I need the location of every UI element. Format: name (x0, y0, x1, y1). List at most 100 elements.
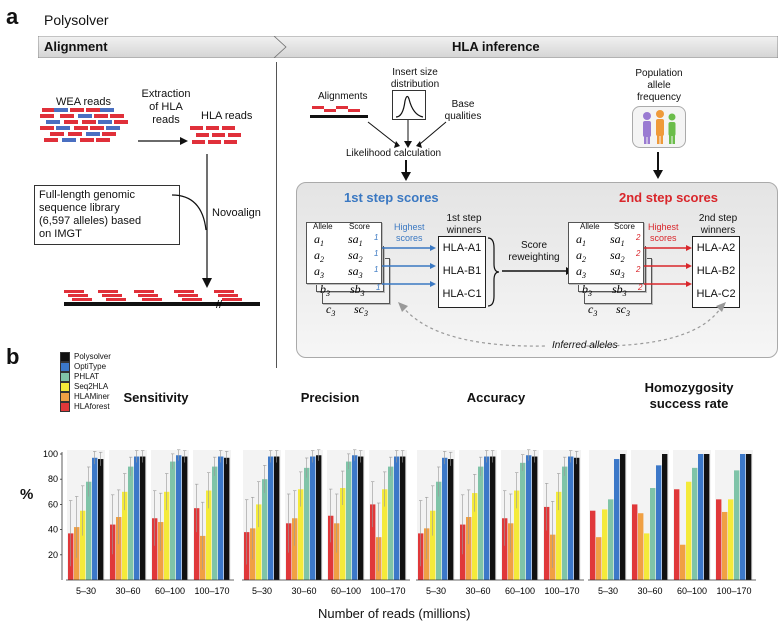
bar (656, 465, 662, 580)
bar (340, 488, 346, 580)
bar (128, 466, 134, 580)
step1-winners-label: 1st step winners (446, 213, 482, 236)
wea-reads-label: WEA reads (56, 96, 112, 108)
legend-swatch (60, 362, 70, 372)
bar (490, 456, 496, 580)
y-axis: 20 40 60 80 100 (43, 449, 63, 580)
y-tick-label: 80 (48, 474, 58, 484)
bar (298, 489, 304, 580)
bar (466, 517, 472, 580)
svg-text:a3: a3 (576, 264, 586, 280)
bar-charts: 20 40 60 80 100 5–30 30–60 60–100 100–170 5–30 30–… (43, 449, 756, 596)
bar (608, 499, 614, 580)
x-tick-label: 60–100 (505, 586, 535, 596)
svg-text:a2: a2 (314, 248, 324, 264)
x-tick-label: 5–30 (252, 586, 272, 596)
bar (140, 456, 146, 580)
svg-text:1: 1 (374, 249, 378, 258)
svg-text:sa2: sa2 (348, 248, 363, 264)
panel-a-title: Polysolver (44, 12, 109, 28)
x-tick-label: 100–170 (194, 586, 229, 596)
x-tick-label: 100–170 (544, 586, 579, 596)
base-qualities-label: Base qualities (444, 99, 482, 122)
bar (448, 459, 454, 580)
score-header-1: Score (349, 222, 370, 231)
population-icon (632, 106, 686, 148)
step2-card-a (568, 222, 644, 284)
svg-text:1: 1 (374, 233, 378, 242)
legend-label: HLAforest (74, 402, 110, 411)
x-tick-label: 60–100 (677, 586, 707, 596)
chart-title-accuracy: Accuracy (466, 390, 526, 405)
x-tick-label: 30–60 (291, 586, 316, 596)
legend-swatch (60, 382, 70, 392)
banner-right-label: HLA inference (452, 39, 540, 54)
score-header-2: Score (614, 222, 635, 231)
novoalign-label: Novoalign (212, 207, 261, 219)
step2-winners-box: HLA-A2 HLA-B2 HLA-C2 (692, 236, 740, 308)
svg-text:sc3: sc3 (354, 302, 368, 318)
y-tick-label: 100 (43, 449, 58, 459)
bar (388, 466, 394, 580)
bar (568, 456, 574, 580)
chart-3: 5–30 30–60 60–100 100–170 (588, 450, 756, 596)
bar (218, 456, 224, 580)
aligned-reads-graphic: // (64, 290, 260, 310)
inferred-alleles-arc (398, 302, 726, 347)
bar (206, 490, 212, 580)
bar (574, 457, 580, 580)
bar (614, 459, 620, 580)
bar (86, 481, 92, 580)
highest-scores-1: Highest scores (394, 222, 425, 243)
bar (520, 462, 526, 580)
legend-label: Polysolver (74, 352, 111, 361)
bar (442, 457, 448, 580)
legend-item: HLAMiner (60, 392, 111, 402)
bar (430, 510, 436, 580)
extraction-arrow (138, 137, 188, 145)
reweighting-arrow (502, 267, 573, 275)
hla-reads-label: HLA reads (201, 110, 253, 122)
x-tick-label: 100–170 (716, 586, 751, 596)
bar (194, 508, 200, 580)
bar (382, 489, 388, 580)
svg-text:sa1: sa1 (348, 232, 363, 248)
svg-text:sa3: sa3 (610, 264, 625, 280)
allele-header-1: Allele (313, 222, 333, 231)
bar (152, 518, 158, 580)
bar (262, 479, 268, 580)
winner-a1: HLA-A1 (442, 242, 482, 254)
bar (370, 504, 376, 580)
bar (400, 456, 406, 580)
bar (212, 466, 218, 580)
svg-text:2: 2 (637, 283, 643, 292)
bar (740, 454, 746, 580)
bar (680, 544, 686, 580)
allele-header-2: Allele (580, 222, 600, 231)
bar (304, 467, 310, 580)
y-tick-label: 20 (48, 550, 58, 560)
svg-text:c3: c3 (326, 302, 335, 318)
wea-reads-graphic (40, 108, 128, 142)
x-axis-label: Number of reads (millions) (318, 606, 471, 621)
svg-text:sa3: sa3 (348, 264, 363, 280)
bar (170, 461, 176, 580)
chart-title-sensitivity: Sensitivity (123, 390, 189, 405)
x-tick-label: 5–30 (426, 586, 446, 596)
panel-a-letter: a (6, 4, 19, 29)
y-tick-label: 40 (48, 525, 58, 535)
bar (134, 456, 140, 580)
svg-text:a1: a1 (576, 232, 586, 248)
chart-0: 5–30 30–60 60–100 100–170 (66, 449, 234, 596)
legend-item: PHLAT (60, 372, 111, 382)
legend-label: PHLAT (74, 372, 100, 381)
bar (526, 455, 532, 580)
legend-item: Seq2HLA (60, 382, 111, 392)
bar (394, 456, 400, 580)
score-reweighting-label: Score reweighting (508, 240, 560, 263)
y-tick-label: 60 (48, 499, 58, 509)
bar (544, 506, 550, 580)
bar (346, 461, 352, 580)
bar (176, 455, 182, 580)
